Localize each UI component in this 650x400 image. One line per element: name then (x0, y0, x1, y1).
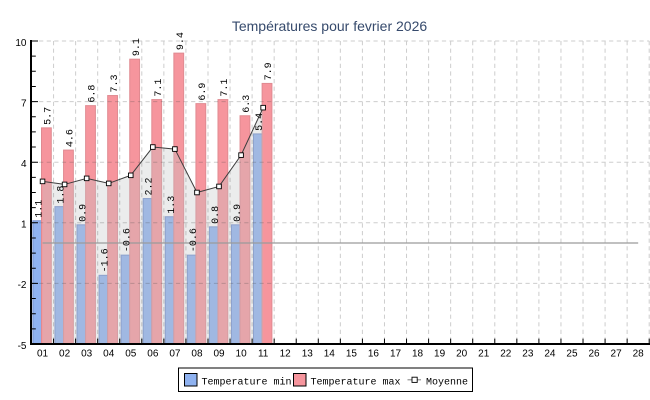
svg-text:07: 07 (169, 349, 181, 360)
svg-text:4.6: 4.6 (66, 129, 77, 147)
svg-text:22: 22 (500, 349, 512, 360)
svg-text:0.8: 0.8 (211, 206, 222, 224)
svg-text:4: 4 (21, 159, 27, 170)
svg-text:14: 14 (324, 349, 336, 360)
svg-text:7.1: 7.1 (154, 79, 165, 97)
svg-text:9.1: 9.1 (132, 38, 143, 56)
svg-text:Moyenne: Moyenne (426, 377, 468, 388)
svg-text:-2: -2 (18, 280, 27, 291)
svg-text:6.9: 6.9 (198, 83, 209, 101)
svg-text:01: 01 (37, 349, 49, 360)
svg-text:7.3: 7.3 (110, 75, 121, 93)
svg-text:10: 10 (236, 349, 248, 360)
svg-text:6.8: 6.8 (88, 85, 99, 103)
svg-text:0.9: 0.9 (233, 204, 244, 222)
svg-text:13: 13 (302, 349, 314, 360)
svg-text:21: 21 (478, 349, 490, 360)
svg-text:03: 03 (81, 349, 93, 360)
svg-text:7.9: 7.9 (264, 62, 275, 80)
svg-text:7.1: 7.1 (220, 79, 231, 97)
svg-text:6.3: 6.3 (242, 95, 253, 113)
svg-text:20: 20 (456, 349, 468, 360)
svg-text:05: 05 (125, 349, 137, 360)
svg-text:04: 04 (103, 349, 115, 360)
svg-text:25: 25 (566, 349, 578, 360)
svg-text:16: 16 (368, 349, 380, 360)
svg-text:-1.6: -1.6 (101, 248, 112, 272)
svg-text:1.8: 1.8 (56, 186, 67, 204)
svg-text:28: 28 (633, 349, 645, 360)
svg-text:0.9: 0.9 (79, 204, 90, 222)
svg-text:24: 24 (544, 349, 556, 360)
svg-text:19: 19 (434, 349, 446, 360)
svg-text:-5: -5 (18, 341, 27, 352)
svg-text:08: 08 (191, 349, 203, 360)
svg-text:09: 09 (213, 349, 225, 360)
svg-text:1: 1 (21, 220, 27, 231)
svg-text:-0.6: -0.6 (123, 228, 134, 252)
svg-text:2.2: 2.2 (145, 178, 156, 196)
svg-text:11: 11 (258, 349, 269, 360)
svg-text:9.4: 9.4 (176, 32, 187, 50)
svg-text:5.7: 5.7 (44, 107, 55, 125)
svg-text:1.3: 1.3 (167, 196, 178, 214)
svg-text:5.4: 5.4 (255, 113, 266, 131)
svg-text:15: 15 (346, 349, 358, 360)
svg-text:18: 18 (412, 349, 424, 360)
svg-text:10: 10 (15, 38, 27, 49)
svg-text:12: 12 (280, 349, 292, 360)
svg-text:27: 27 (611, 349, 623, 360)
svg-text:23: 23 (522, 349, 534, 360)
svg-text:17: 17 (390, 349, 402, 360)
svg-text:Temperature min: Temperature min (202, 376, 292, 388)
svg-text:1.1: 1.1 (34, 200, 45, 218)
svg-text:7: 7 (21, 98, 27, 109)
svg-text:02: 02 (59, 349, 71, 360)
svg-text:Temperature max: Temperature max (311, 377, 401, 388)
svg-text:26: 26 (588, 349, 600, 360)
svg-text:06: 06 (147, 349, 159, 360)
svg-text:Températures pour fevrier 2026: Températures pour fevrier 2026 (232, 18, 428, 34)
svg-text:-0.6: -0.6 (189, 228, 200, 252)
